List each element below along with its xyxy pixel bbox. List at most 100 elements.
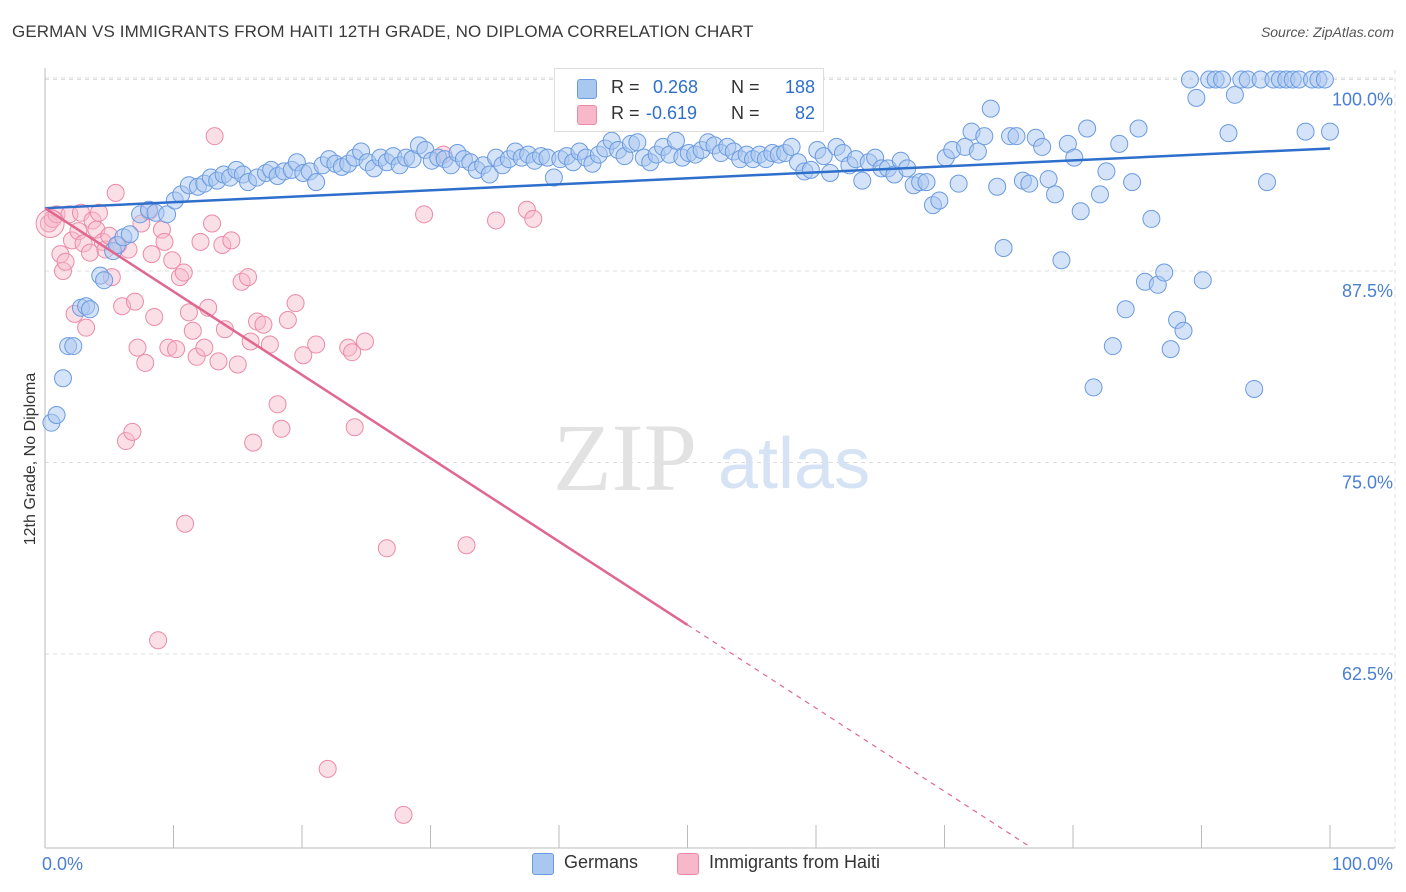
- haiti-point: [232, 272, 251, 291]
- germans-point: [782, 137, 801, 156]
- haiti-point: [187, 347, 206, 366]
- germans-point: [1071, 202, 1090, 221]
- germans-point: [1097, 162, 1116, 181]
- germans-point: [968, 142, 987, 161]
- haiti-point: [307, 335, 326, 354]
- haiti-point: [163, 251, 182, 270]
- haiti-point: [343, 343, 362, 362]
- germans-point: [1258, 173, 1277, 192]
- haiti-point: [377, 539, 396, 558]
- haiti-swatch: [577, 105, 597, 125]
- haiti-point: [228, 355, 247, 374]
- germans-point: [666, 131, 685, 150]
- haiti-trend-extension: [687, 624, 1029, 847]
- legend-haiti-swatch: [677, 853, 699, 875]
- haiti-point: [222, 231, 241, 250]
- haiti-point: [83, 211, 102, 230]
- germans-point: [1033, 137, 1052, 156]
- germans-point: [917, 173, 936, 192]
- haiti-point: [318, 759, 337, 778]
- germans-point: [158, 205, 177, 224]
- haiti-point: [209, 352, 228, 371]
- haiti-point: [179, 303, 198, 322]
- germans-r-value: 0.268: [653, 77, 699, 97]
- y-tick-label: 100.0%: [1332, 90, 1393, 110]
- germans-point: [1187, 88, 1206, 107]
- germans-point: [1020, 174, 1039, 193]
- germans-point: [1103, 337, 1122, 356]
- haiti-point: [35, 209, 65, 239]
- germans-point: [1039, 170, 1058, 189]
- haiti-point: [487, 211, 506, 230]
- germans-n-value: 188: [785, 77, 816, 97]
- germans-point: [95, 271, 114, 290]
- haiti-point: [524, 209, 543, 228]
- haiti-point: [62, 231, 81, 250]
- haiti-r-label: R =: [611, 103, 640, 123]
- haiti-point: [191, 232, 210, 251]
- germans-r-label: R =: [611, 77, 640, 97]
- germans-point: [47, 406, 66, 425]
- haiti-point: [56, 252, 75, 271]
- haiti-point: [244, 433, 263, 452]
- haiti-point: [195, 338, 214, 357]
- haiti-point: [415, 205, 434, 224]
- stats-box: R = 0.268 N = 188 R = -0.619 N = 82: [554, 68, 824, 132]
- germans-point: [1296, 122, 1315, 141]
- haiti-point: [125, 292, 144, 311]
- watermark-zip: ZIP: [553, 404, 697, 511]
- haiti-point: [142, 245, 161, 264]
- haiti-point: [272, 419, 291, 438]
- haiti-point: [80, 243, 99, 262]
- haiti-point: [159, 338, 178, 357]
- y-tick-label: 62.5%: [1342, 664, 1393, 684]
- haiti-point: [106, 183, 125, 202]
- haiti-point: [183, 321, 202, 340]
- germans-point: [1142, 209, 1161, 228]
- haiti-point: [394, 805, 413, 824]
- germans-point: [307, 173, 326, 192]
- germans-point: [1180, 70, 1199, 89]
- haiti-point: [77, 318, 96, 337]
- x-tick-label-max: 100.0%: [1332, 854, 1393, 874]
- haiti-n-label: N =: [731, 103, 760, 123]
- germans-point: [1084, 378, 1103, 397]
- haiti-r-value: -0.619: [646, 103, 698, 123]
- haiti-point: [123, 422, 142, 441]
- germans-point: [994, 239, 1013, 258]
- haiti-point: [167, 340, 186, 359]
- germans-point: [1213, 70, 1232, 89]
- germans-point: [64, 337, 83, 356]
- germans-point: [1174, 321, 1193, 340]
- germans-point: [1078, 119, 1097, 138]
- haiti-point: [457, 536, 476, 555]
- haiti-point: [136, 353, 155, 372]
- germans-point: [930, 191, 949, 210]
- haiti-n-value: 82: [795, 103, 816, 123]
- axes: [44, 68, 1395, 849]
- haiti-point: [517, 200, 536, 219]
- germans-swatch: [577, 79, 597, 99]
- germans-point: [1245, 379, 1264, 398]
- germans-point: [480, 165, 499, 184]
- haiti-point: [128, 338, 147, 357]
- haiti-point: [268, 395, 287, 414]
- germans-point: [1090, 185, 1109, 204]
- germans-point: [1193, 271, 1212, 290]
- germans-point: [988, 177, 1007, 196]
- germans-point: [981, 99, 1000, 118]
- haiti-point: [205, 127, 224, 146]
- haiti-point: [355, 332, 374, 351]
- haiti-point: [145, 307, 164, 326]
- y-axis-label: 12th Grade, No Diploma: [22, 372, 39, 546]
- haiti-point: [254, 315, 273, 334]
- germans-point: [1321, 122, 1339, 141]
- haiti-point: [239, 268, 258, 287]
- haiti-point: [345, 418, 364, 437]
- germans-point: [1129, 119, 1148, 138]
- haiti-point: [176, 514, 195, 533]
- haiti-point: [116, 432, 135, 451]
- series-germans-points: [42, 70, 1339, 432]
- legend-germans-swatch: [532, 853, 554, 875]
- germans-point: [1155, 263, 1174, 282]
